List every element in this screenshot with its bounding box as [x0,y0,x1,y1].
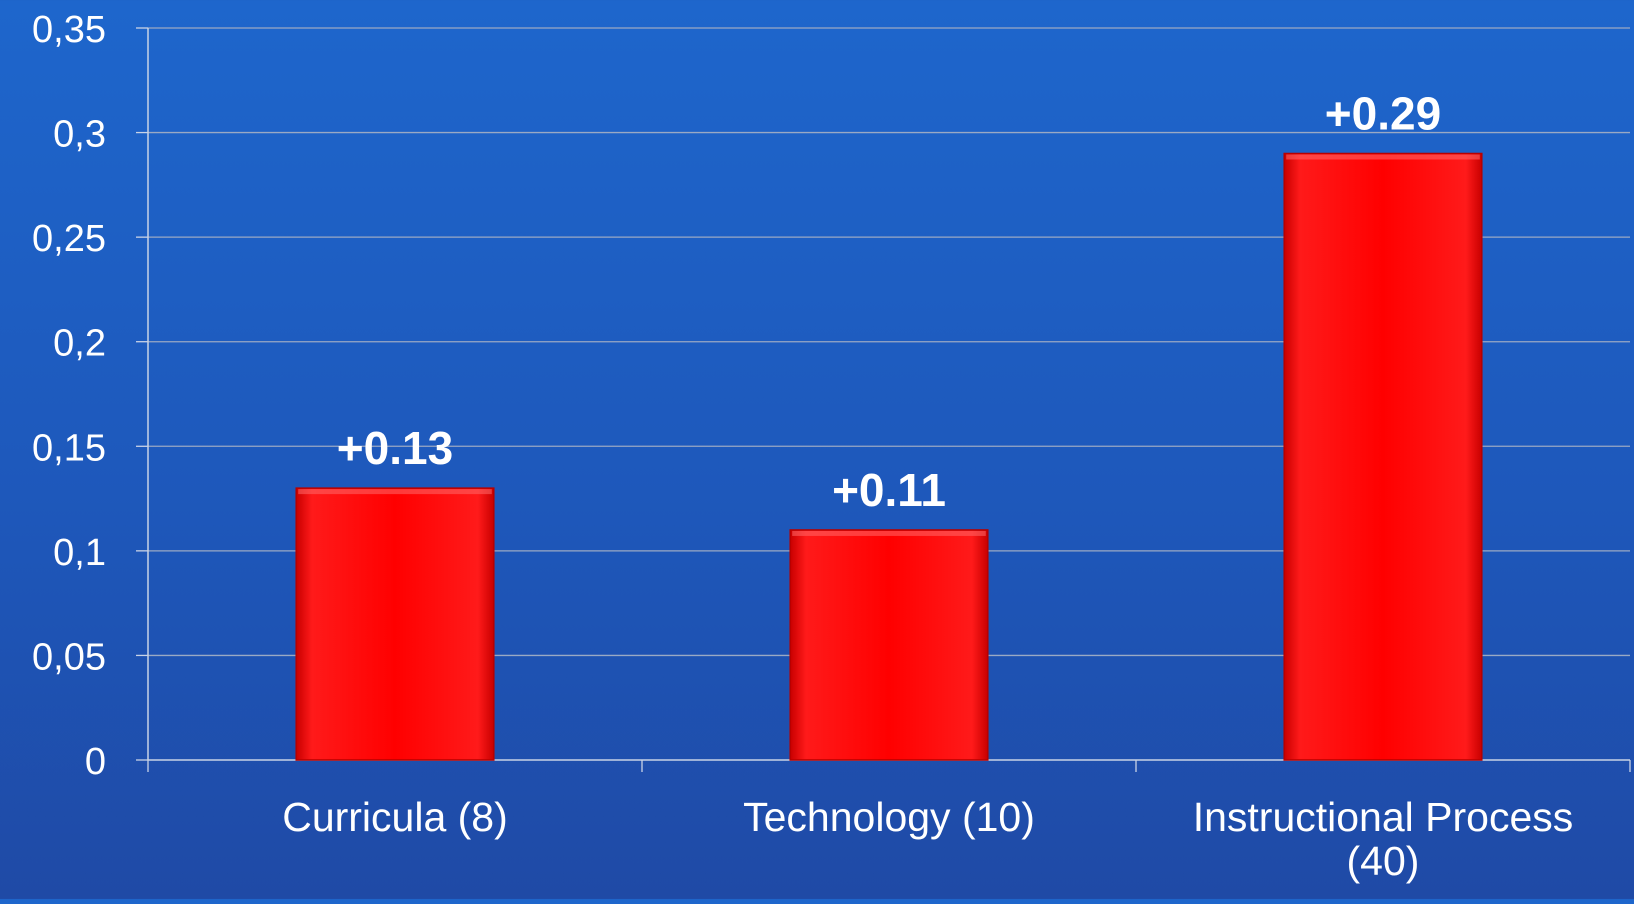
tick-labels: 0 0,05 0,1 0,15 0,2 0,25 0,3 0,35 Curricula (8) T… [32,9,1573,884]
y-tick-label: 0,3 [53,114,106,156]
x-tick-label: (40) [1347,838,1420,884]
data-labels: +0.13 +0.11 +0.29 [337,87,1441,515]
y-tick-label: 0,05 [32,636,106,678]
y-tick-label: 0,2 [53,323,106,365]
data-label: +0.13 [337,422,453,474]
y-tick-label: 0,35 [32,9,106,51]
x-tick-label: Technology (10) [743,794,1035,840]
y-tick-label: 0 [85,741,106,783]
x-tick-label: Curricula (8) [282,794,508,840]
y-tick-label: 0,1 [53,532,106,574]
bar [789,529,989,761]
bar [1283,152,1483,761]
x-tick-label: Instructional Process [1193,794,1574,840]
data-label: +0.11 [832,464,946,516]
y-tick-label: 0,25 [32,218,106,260]
bar-highlight [298,489,492,495]
bar-highlight [792,530,986,536]
bar [295,487,495,761]
data-label: +0.29 [1325,87,1441,139]
bars [295,152,1483,761]
y-tick-label: 0,15 [32,427,106,469]
bar-highlight [1286,154,1480,160]
